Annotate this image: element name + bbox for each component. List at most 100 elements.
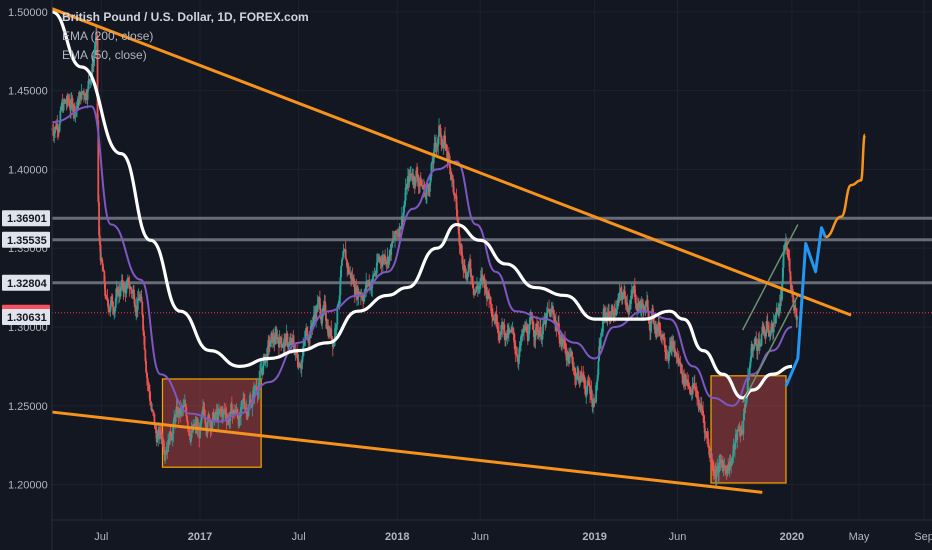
candle-body <box>617 298 620 305</box>
projection-zigzag <box>784 226 827 387</box>
candle-body <box>94 45 97 52</box>
candle-body <box>442 141 445 148</box>
candle-body <box>64 100 67 103</box>
candle-body <box>753 345 755 350</box>
candle-body <box>85 93 88 97</box>
candle-body <box>427 183 430 189</box>
candle-body <box>221 413 224 417</box>
candle-body <box>469 262 472 269</box>
candle-body <box>629 303 632 309</box>
candle-body <box>794 305 796 310</box>
candle-body <box>759 344 761 347</box>
candle-body <box>51 128 54 131</box>
candle-body <box>342 251 345 258</box>
candle-body <box>621 292 623 300</box>
candle-body <box>334 328 336 340</box>
candle-body <box>308 335 311 343</box>
candle-body <box>101 258 103 264</box>
candle-body <box>781 267 784 285</box>
candle-body <box>696 390 698 399</box>
candle-body <box>628 308 631 313</box>
candle-body <box>542 324 544 335</box>
projection-curve <box>825 133 867 239</box>
candle-body <box>375 273 377 275</box>
candle-body <box>613 309 616 320</box>
candle-body <box>358 292 361 294</box>
candle-body <box>275 332 278 340</box>
candle-body <box>170 433 173 437</box>
candle-body <box>749 362 752 369</box>
candle-body <box>690 392 693 395</box>
candle-body <box>105 296 108 298</box>
candle-body <box>472 283 475 289</box>
candle-body <box>217 413 220 421</box>
candle-body <box>171 433 174 440</box>
candle-body <box>595 381 598 386</box>
candle-body <box>488 292 491 300</box>
candle-body <box>520 336 523 338</box>
candle-body <box>637 301 640 311</box>
candle-body <box>752 349 755 352</box>
candle-body <box>66 96 69 105</box>
candle-body <box>592 405 594 407</box>
candle-body <box>255 386 258 391</box>
candle-body <box>722 467 725 471</box>
candle-body <box>781 284 783 300</box>
candle-body <box>750 356 752 363</box>
candle-body <box>190 430 193 438</box>
candle-body <box>274 336 277 345</box>
candle-body <box>748 368 751 377</box>
candle-body <box>312 314 315 323</box>
candle-body <box>724 467 727 469</box>
candle-body <box>626 302 629 308</box>
candle-body <box>312 322 314 327</box>
candle-body <box>417 181 420 185</box>
candle-body <box>444 135 447 147</box>
candle-body <box>435 142 437 148</box>
candle-body <box>592 400 595 406</box>
candle-body <box>262 365 264 374</box>
candle-body <box>376 260 379 263</box>
candle-body <box>167 439 170 452</box>
candle-body <box>658 322 661 329</box>
candle-body <box>139 297 141 301</box>
candle-body <box>645 302 648 307</box>
candle-body <box>545 312 548 316</box>
candle-body <box>150 405 153 411</box>
ema200-legend[interactable]: EMA (200, close) <box>62 29 154 43</box>
candle-body <box>238 415 241 427</box>
candle-body <box>226 421 229 422</box>
ema50-legend[interactable]: EMA (50, close) <box>62 48 147 62</box>
candle-body <box>375 262 378 274</box>
candle-body <box>146 377 149 383</box>
candle-body <box>222 410 225 414</box>
candle-body <box>144 349 147 362</box>
candle-body <box>380 260 383 266</box>
candle-body <box>634 295 637 304</box>
candle-body <box>172 421 175 434</box>
candle-body <box>497 329 500 332</box>
candle-body <box>541 334 544 340</box>
candle-body <box>764 336 767 337</box>
candle-body <box>67 98 70 101</box>
candle-body <box>128 284 131 289</box>
symbol-title[interactable]: British Pound / U.S. Dollar, 1D, FOREX.c… <box>62 10 309 24</box>
candle-body <box>464 270 467 279</box>
candle-body <box>257 390 260 395</box>
candle-body <box>316 303 319 312</box>
candle-body <box>95 33 98 37</box>
candle-body <box>483 278 486 289</box>
candle-body <box>344 249 347 260</box>
candle-body <box>84 93 87 100</box>
candle-body <box>430 163 433 177</box>
candle-body <box>744 404 747 405</box>
x-tick-label: Jun <box>669 531 687 543</box>
candle-body <box>763 333 766 337</box>
candle-body <box>731 455 734 460</box>
candle-body <box>240 401 243 408</box>
candle-body <box>712 462 714 470</box>
candle-body <box>499 334 502 340</box>
candle-body <box>301 356 304 363</box>
